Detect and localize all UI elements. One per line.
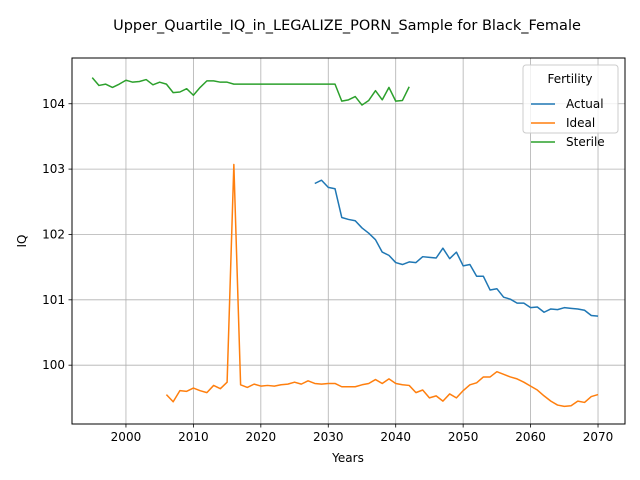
x-tick-label: 2010 (178, 430, 209, 444)
x-tick-label: 2060 (515, 430, 546, 444)
x-tick-label: 2000 (111, 430, 142, 444)
legend-label: Ideal (566, 116, 595, 130)
y-axis-label: IQ (15, 235, 29, 248)
x-tick-label: 2030 (313, 430, 344, 444)
series-layer (91, 77, 599, 408)
x-tick-label: 2050 (448, 430, 479, 444)
legend-label: Sterile (566, 135, 605, 149)
plot-frame (71, 57, 626, 425)
x-tick-label: 2020 (246, 430, 277, 444)
legend-label: Actual (566, 97, 604, 111)
legend-box (522, 64, 619, 134)
y-axis: 100 101 102 103 104 (42, 97, 72, 372)
y-tick-label: 100 (42, 358, 65, 372)
y-tick-label: 103 (42, 162, 65, 176)
series-line-sterile (91, 77, 410, 106)
x-axis-label: Years (331, 451, 364, 465)
x-tick-label: 2040 (380, 430, 411, 444)
y-tick-label: 104 (42, 97, 65, 111)
legend-title: Fertility (547, 72, 592, 86)
legend: Fertility Actual Ideal Sterile (522, 64, 619, 149)
series-line-ideal (165, 163, 599, 408)
series-line-actual (314, 179, 599, 317)
y-tick-label: 102 (42, 227, 65, 241)
x-axis: 2000 2010 2020 2030 2040 2050 2060 2070 (111, 424, 614, 444)
chart-title: Upper_Quartile_IQ_in_LEGALIZE_PORN_Sampl… (113, 18, 581, 34)
y-tick-label: 101 (42, 293, 65, 307)
x-tick-label: 2070 (583, 430, 614, 444)
